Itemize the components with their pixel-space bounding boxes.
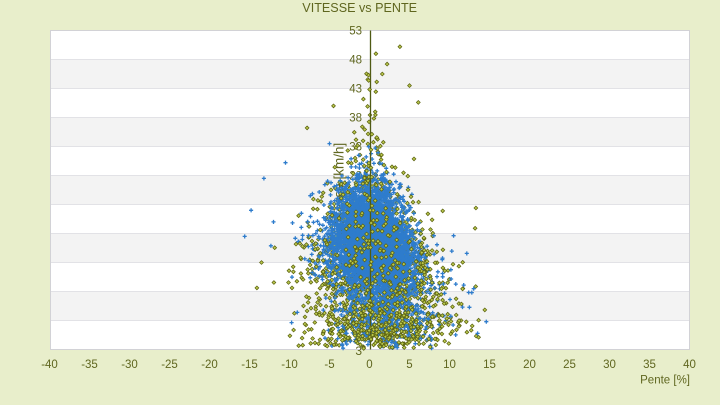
svg-text:-5: -5 xyxy=(324,359,334,371)
svg-text:13: 13 xyxy=(349,257,362,269)
svg-text:-35: -35 xyxy=(81,359,98,371)
svg-text:-10: -10 xyxy=(281,359,298,371)
svg-text:3: 3 xyxy=(356,315,362,327)
svg-text:20: 20 xyxy=(523,359,536,371)
svg-text:25: 25 xyxy=(563,359,576,371)
svg-text:38: 38 xyxy=(349,112,362,124)
svg-text:53: 53 xyxy=(349,25,362,37)
svg-text:3: 3 xyxy=(355,344,362,358)
svg-text:-15: -15 xyxy=(241,359,258,371)
svg-text:33: 33 xyxy=(349,141,362,153)
svg-text:35: 35 xyxy=(643,359,656,371)
svg-text:30: 30 xyxy=(603,359,616,371)
svg-text:5: 5 xyxy=(406,359,412,371)
svg-text:-20: -20 xyxy=(201,359,218,371)
svg-text:23: 23 xyxy=(349,199,362,211)
svg-text:0: 0 xyxy=(366,359,372,371)
svg-text:Vitesse [km/h]: Vitesse [km/h] xyxy=(332,143,347,228)
svg-text:40: 40 xyxy=(683,359,696,371)
svg-text:-25: -25 xyxy=(161,359,178,371)
svg-text:15: 15 xyxy=(483,359,496,371)
svg-text:VITESSE vs PENTE: VITESSE vs PENTE xyxy=(302,1,417,15)
svg-text:-30: -30 xyxy=(121,359,138,371)
svg-text:Pente [%]: Pente [%] xyxy=(640,374,690,386)
svg-text:8: 8 xyxy=(356,286,362,298)
svg-text:-40: -40 xyxy=(41,359,58,371)
svg-text:28: 28 xyxy=(349,170,362,182)
svg-text:10: 10 xyxy=(443,359,456,371)
svg-text:18: 18 xyxy=(349,228,362,240)
svg-text:43: 43 xyxy=(349,83,362,95)
svg-text:48: 48 xyxy=(349,54,362,66)
